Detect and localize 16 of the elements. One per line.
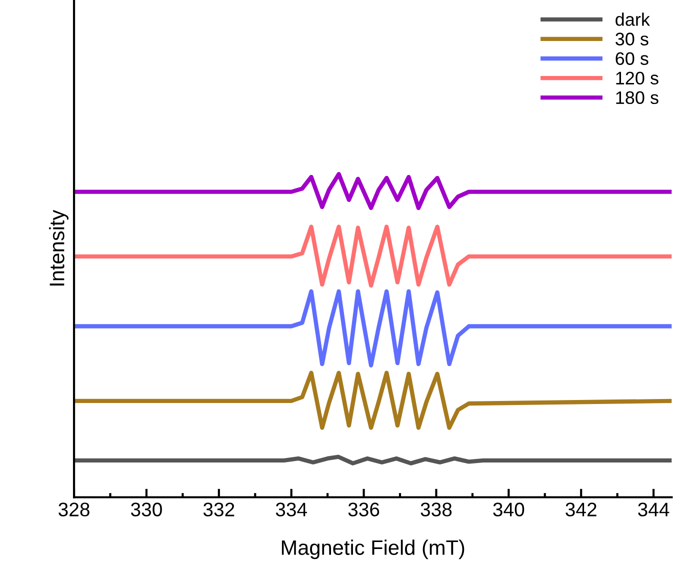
x-tick-label: 342 [566,502,596,516]
x-tick-label: 328 [58,502,90,516]
legend-label: 180 s [616,91,658,104]
x-tick-label: 338 [420,502,452,516]
legend-label: dark [616,12,650,26]
legend-label: 60 s [616,52,648,65]
legend-label: 120 s [616,72,658,85]
x-tick-label: 332 [203,502,234,516]
x-tick-label: 330 [130,502,162,516]
x-tick-label: 336 [348,502,380,516]
x-tick-label: 340 [493,502,524,516]
x-tick-label: 344 [638,502,670,516]
legend-label: 30 s [616,32,648,46]
y-axis-title: Intensity [49,210,68,286]
x-axis-title: Magnetic Field (mT) [282,540,464,560]
x-tick-label: 334 [276,502,307,516]
